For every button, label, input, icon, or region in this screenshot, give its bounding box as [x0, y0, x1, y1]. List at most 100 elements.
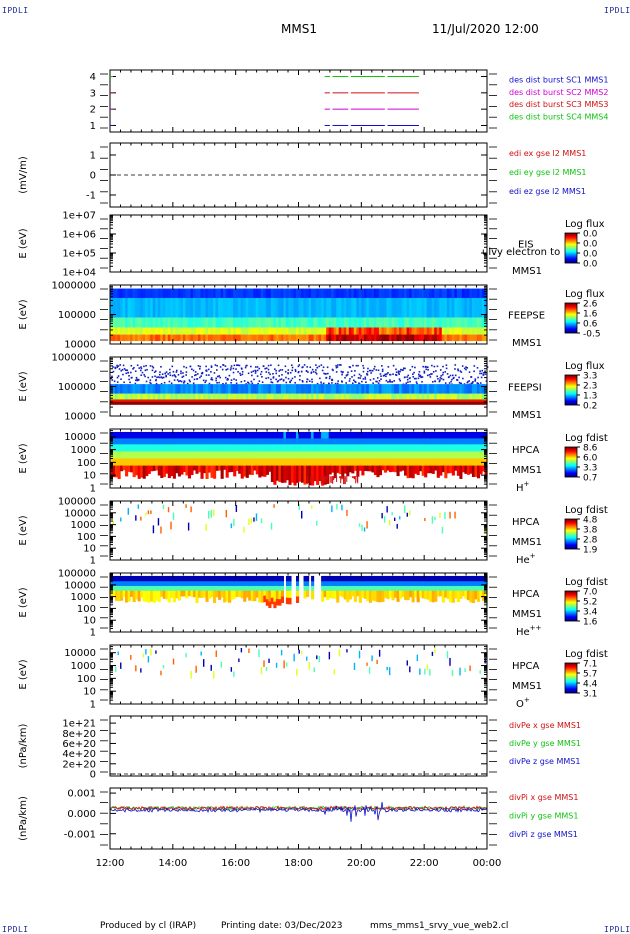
y-tick-label: 4 — [90, 72, 96, 83]
colorbar-tick-label: 7.1 — [583, 660, 597, 670]
species-charge: ++ — [530, 624, 542, 632]
legend-entry: divPi x gse MMS1 — [509, 793, 578, 802]
y-tick-label: 1e+07 — [62, 211, 96, 222]
y-tick-label: 0.000 — [67, 809, 96, 820]
irap-label-top-right: IPDLI — [604, 6, 630, 15]
colorbar-tick-label: 1.6 — [583, 310, 598, 320]
spacecraft-label: MMS1 — [512, 681, 542, 692]
colorbar-tick-label: 3.1 — [583, 690, 597, 700]
y-axis-label: E (eV) — [18, 371, 29, 401]
time-tick-label: 00:00 — [473, 858, 502, 869]
species-charge: + — [530, 552, 536, 560]
legend-entry: des dist burst SC3 MMS3 — [509, 100, 608, 109]
y-tick-label: 0 — [90, 769, 96, 780]
legend-entry: des dist burst SC4 MMS4 — [509, 113, 608, 122]
y-tick-label: 1 — [90, 700, 96, 711]
panel-frame — [109, 69, 488, 133]
time-tick-label: 20:00 — [347, 858, 376, 869]
y-axis-label: (mV/m) — [18, 156, 29, 194]
y-axis-label: E (eV) — [18, 228, 29, 258]
spacecraft-label: MMS1 — [512, 609, 542, 620]
irap-label-bottom-right: IPDLI — [604, 925, 630, 934]
spacecraft-label: MMS1 — [512, 338, 542, 349]
y-tick-label: 10 — [83, 616, 96, 627]
instrument-label: EIS — [518, 240, 534, 251]
colorbar-tick-label: 4.4 — [583, 680, 598, 690]
colorbar — [564, 232, 578, 264]
colorbar-tick-label: 1.6 — [583, 618, 598, 628]
colorbar-tick-label: 3.4 — [583, 608, 598, 618]
series-trace-line — [109, 804, 488, 812]
colorbar-tick-label: 8.6 — [583, 444, 598, 454]
colorbar — [564, 662, 578, 694]
legend-entry: edi ey gse l2 MMS1 — [509, 168, 587, 177]
y-tick-label: 1e+05 — [62, 249, 96, 260]
y-tick-label: 1000 — [71, 592, 96, 603]
y-tick-label: 100000 — [58, 310, 96, 321]
y-tick-label: 1 — [90, 151, 96, 162]
y-tick-label: 10000 — [64, 508, 96, 519]
time-tick-label: 16:00 — [221, 858, 250, 869]
legend-entry: edi ez gse l2 MMS1 — [509, 187, 586, 196]
time-tick-label: 22:00 — [410, 858, 439, 869]
legend-entry: divPe z gse MMS1 — [509, 757, 580, 766]
y-tick-label: 1 — [90, 556, 96, 567]
legend-entry: des dist burst SC2 MMS2 — [509, 88, 608, 97]
colorbar-tick-label: 2.3 — [583, 382, 597, 392]
panel-edi_e: -1 0 1 (mV/m) edi ex gse l2 MMS1 edi ey gse l… — [18, 142, 587, 208]
panel-hpca_o: 1 10 100 1000 10000 E (eV) HPCA MMS1 O+ Log fdist… — [18, 644, 608, 711]
colorbar-tick-label: 0.0 — [583, 240, 598, 250]
instrument-label: HPCA — [512, 517, 540, 528]
y-tick-label: 10 — [83, 687, 96, 698]
y-axis-label: (nPa/km) — [18, 796, 29, 841]
species-label: He+ — [516, 552, 536, 566]
y-tick-label: -0.001 — [64, 829, 96, 840]
y-tick-label: 10 — [83, 471, 96, 482]
y-tick-label: 1e+04 — [62, 268, 96, 279]
colorbar-tick-label: 5.2 — [583, 598, 597, 608]
colorbar-tick-label: 2.6 — [583, 300, 598, 310]
y-tick-label: 10000 — [64, 340, 96, 351]
instrument-label: HPCA — [512, 589, 540, 600]
overlay-label: ulvy electron to — [482, 247, 560, 258]
y-tick-label: 6e+20 — [62, 739, 96, 750]
spacecraft-label: MMS1 — [512, 266, 542, 277]
spacecraft-label: MMS1 — [512, 537, 542, 548]
y-tick-label: 1000 — [71, 520, 96, 531]
species-label: O+ — [516, 696, 530, 710]
colorbar-tick-label: 2.8 — [583, 536, 598, 546]
y-axis-label: E (eV) — [18, 515, 29, 545]
irap-label-top-left: IPDLI — [2, 6, 29, 15]
panel-frame — [109, 214, 488, 273]
y-tick-label: 3 — [90, 88, 96, 99]
time-tick-label: 14:00 — [158, 858, 187, 869]
colorbar-tick-label: 3.3 — [583, 464, 597, 474]
species-label: H+ — [516, 480, 530, 494]
y-tick-label: 4e+20 — [62, 749, 96, 760]
y-tick-label: 10000 — [64, 412, 96, 423]
irap-label-bottom-left: IPDLI — [2, 925, 29, 934]
time-axis: 12:00 14:00 16:00 18:00 20:00 22:00 00:00 — [96, 858, 502, 869]
y-axis-label: E (eV) — [18, 299, 29, 329]
colorbar — [564, 446, 578, 478]
colorbar-tick-label: 3.3 — [583, 372, 597, 382]
colorbar — [564, 374, 578, 406]
y-tick-label: 1e+21 — [62, 719, 96, 730]
species-label: He++ — [516, 624, 542, 638]
panel-eis: 1e+04 1e+05 1e+06 1e+07 E (eV) EIS MMS1 ulvy el… — [18, 211, 605, 279]
colorbar-tick-label: 0.0 — [583, 260, 598, 270]
colorbar-tick-label: 6.0 — [583, 454, 598, 464]
spacecraft-label: MMS1 — [512, 465, 542, 476]
legend-entry: divPi z gse MMS1 — [509, 830, 578, 839]
panel-frame — [109, 715, 488, 777]
colorbar-title: Log flux — [565, 289, 605, 300]
colorbar — [564, 590, 578, 622]
y-axis-label: E (eV) — [18, 443, 29, 473]
colorbar-title: Log flux — [565, 361, 605, 372]
colorbar-title: Log fdist — [565, 577, 608, 588]
y-tick-label: 1e+06 — [62, 230, 96, 241]
footer-printing-date: Printing date: 03/Dec/2023 — [221, 921, 343, 931]
plot-mission-title: MMS1 — [281, 22, 317, 36]
instrument-label: FEEPSE — [508, 311, 545, 322]
